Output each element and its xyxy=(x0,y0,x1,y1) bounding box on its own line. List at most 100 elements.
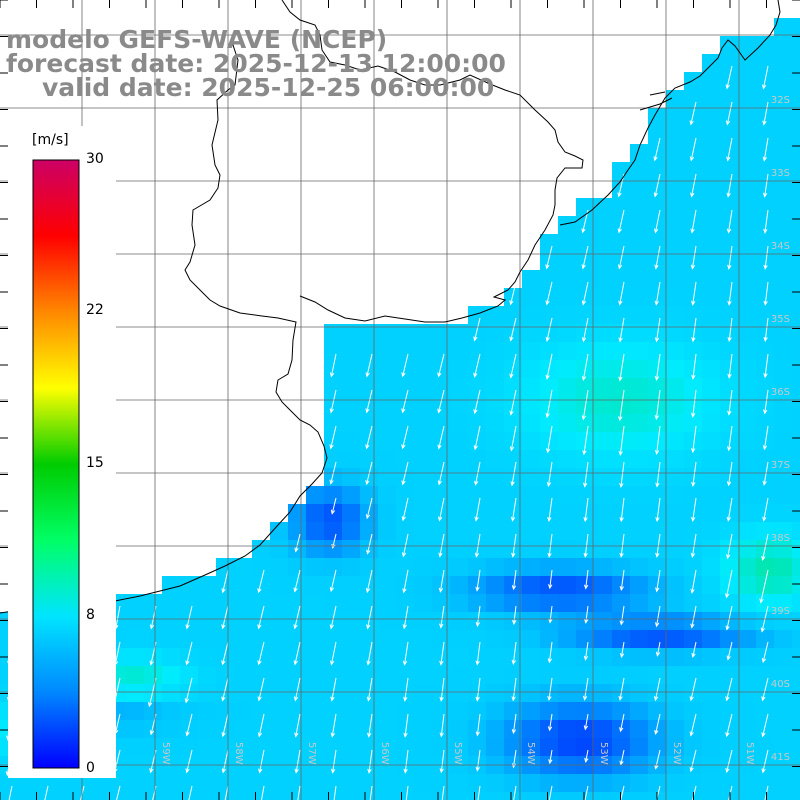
speed-cell xyxy=(432,630,451,649)
speed-cell xyxy=(666,450,685,469)
speed-cell xyxy=(720,522,739,541)
speed-cell xyxy=(648,720,667,739)
wind-arrow xyxy=(690,209,697,234)
speed-cell xyxy=(612,396,631,415)
wind-arrow xyxy=(691,641,697,659)
speed-cell xyxy=(738,720,757,739)
speed-cell xyxy=(144,648,163,667)
speed-cell xyxy=(90,792,109,804)
speed-cell xyxy=(252,720,271,739)
speed-cell xyxy=(468,324,487,343)
speed-cell xyxy=(648,558,667,577)
speed-cell xyxy=(774,90,793,109)
speed-cell xyxy=(432,738,451,757)
speed-cell xyxy=(702,270,721,289)
speed-cell xyxy=(576,414,595,433)
speed-cell xyxy=(648,486,667,505)
speed-cell xyxy=(144,630,163,649)
speed-cell xyxy=(522,468,541,487)
wind-arrow xyxy=(761,641,769,664)
speed-cell xyxy=(342,432,361,451)
speed-cell xyxy=(558,594,577,613)
speed-cell xyxy=(738,540,757,559)
speed-cell xyxy=(414,504,433,523)
speed-cell xyxy=(450,360,469,379)
speed-cell xyxy=(666,468,685,487)
speed-cell xyxy=(486,522,505,541)
speed-cell xyxy=(252,630,271,649)
speed-cell xyxy=(396,378,415,397)
speed-cell xyxy=(720,702,739,721)
speed-cell xyxy=(378,648,397,667)
speed-cell xyxy=(324,378,343,397)
speed-cell xyxy=(630,540,649,559)
wind-arrow xyxy=(581,353,589,382)
speed-cell xyxy=(630,702,649,721)
speed-cell xyxy=(522,648,541,667)
speed-cell xyxy=(792,396,800,415)
speed-cell xyxy=(594,540,613,559)
speed-cell xyxy=(540,450,559,469)
wind-arrow xyxy=(690,533,697,558)
lon-label: 58W xyxy=(233,742,244,765)
speed-cell xyxy=(594,288,613,307)
speed-cell xyxy=(234,720,253,739)
wind-speed-field xyxy=(0,18,800,804)
speed-cell xyxy=(108,774,127,793)
speed-cell xyxy=(702,198,721,217)
wind-arrow xyxy=(654,605,661,628)
speed-cell xyxy=(630,414,649,433)
speed-cell xyxy=(414,414,433,433)
wind-arrow xyxy=(185,749,193,774)
speed-cell xyxy=(270,612,289,631)
wind-arrow xyxy=(473,425,481,451)
speed-cell xyxy=(414,684,433,703)
speed-cell xyxy=(666,234,685,253)
speed-cell xyxy=(558,774,577,793)
wind-arrow xyxy=(726,173,733,198)
speed-cell xyxy=(252,774,271,793)
speed-cell xyxy=(774,144,793,163)
wind-arrow xyxy=(617,209,625,234)
speed-cell xyxy=(630,612,649,631)
speed-cell xyxy=(378,360,397,379)
speed-cell xyxy=(630,522,649,541)
speed-cell xyxy=(486,342,505,361)
speed-cell xyxy=(378,612,397,631)
wind-arrow xyxy=(473,353,481,378)
wind-arrow xyxy=(654,749,661,770)
colorbar xyxy=(32,159,80,769)
speed-cell xyxy=(774,738,793,757)
speed-cell xyxy=(342,612,361,631)
speed-cell xyxy=(630,450,649,469)
lat-label: 36S xyxy=(771,387,790,398)
wind-arrow xyxy=(257,713,265,738)
speed-cell xyxy=(630,486,649,505)
speed-cell xyxy=(234,576,253,595)
wind-arrow xyxy=(763,353,769,379)
speed-cell xyxy=(774,432,793,451)
speed-cell xyxy=(234,684,253,703)
speed-cell xyxy=(738,36,757,55)
speed-cell xyxy=(756,684,775,703)
speed-cell xyxy=(774,108,793,127)
speed-cell xyxy=(792,90,800,109)
speed-cell xyxy=(594,576,613,595)
speed-cell xyxy=(648,450,667,469)
speed-cell xyxy=(468,720,487,739)
speed-cell xyxy=(486,414,505,433)
speed-cell xyxy=(126,774,145,793)
wind-arrow xyxy=(726,641,733,661)
speed-cell xyxy=(180,738,199,757)
speed-cell xyxy=(54,792,73,804)
speed-cell xyxy=(594,468,613,487)
speed-cell xyxy=(720,486,739,505)
wind-arrow xyxy=(618,677,625,701)
wind-arrow xyxy=(619,497,625,523)
speed-cell xyxy=(612,486,631,505)
wind-arrow xyxy=(401,533,409,558)
speed-cell xyxy=(486,612,505,631)
speed-cell xyxy=(360,468,379,487)
speed-cell xyxy=(738,72,757,91)
wind-arrow xyxy=(726,137,733,162)
